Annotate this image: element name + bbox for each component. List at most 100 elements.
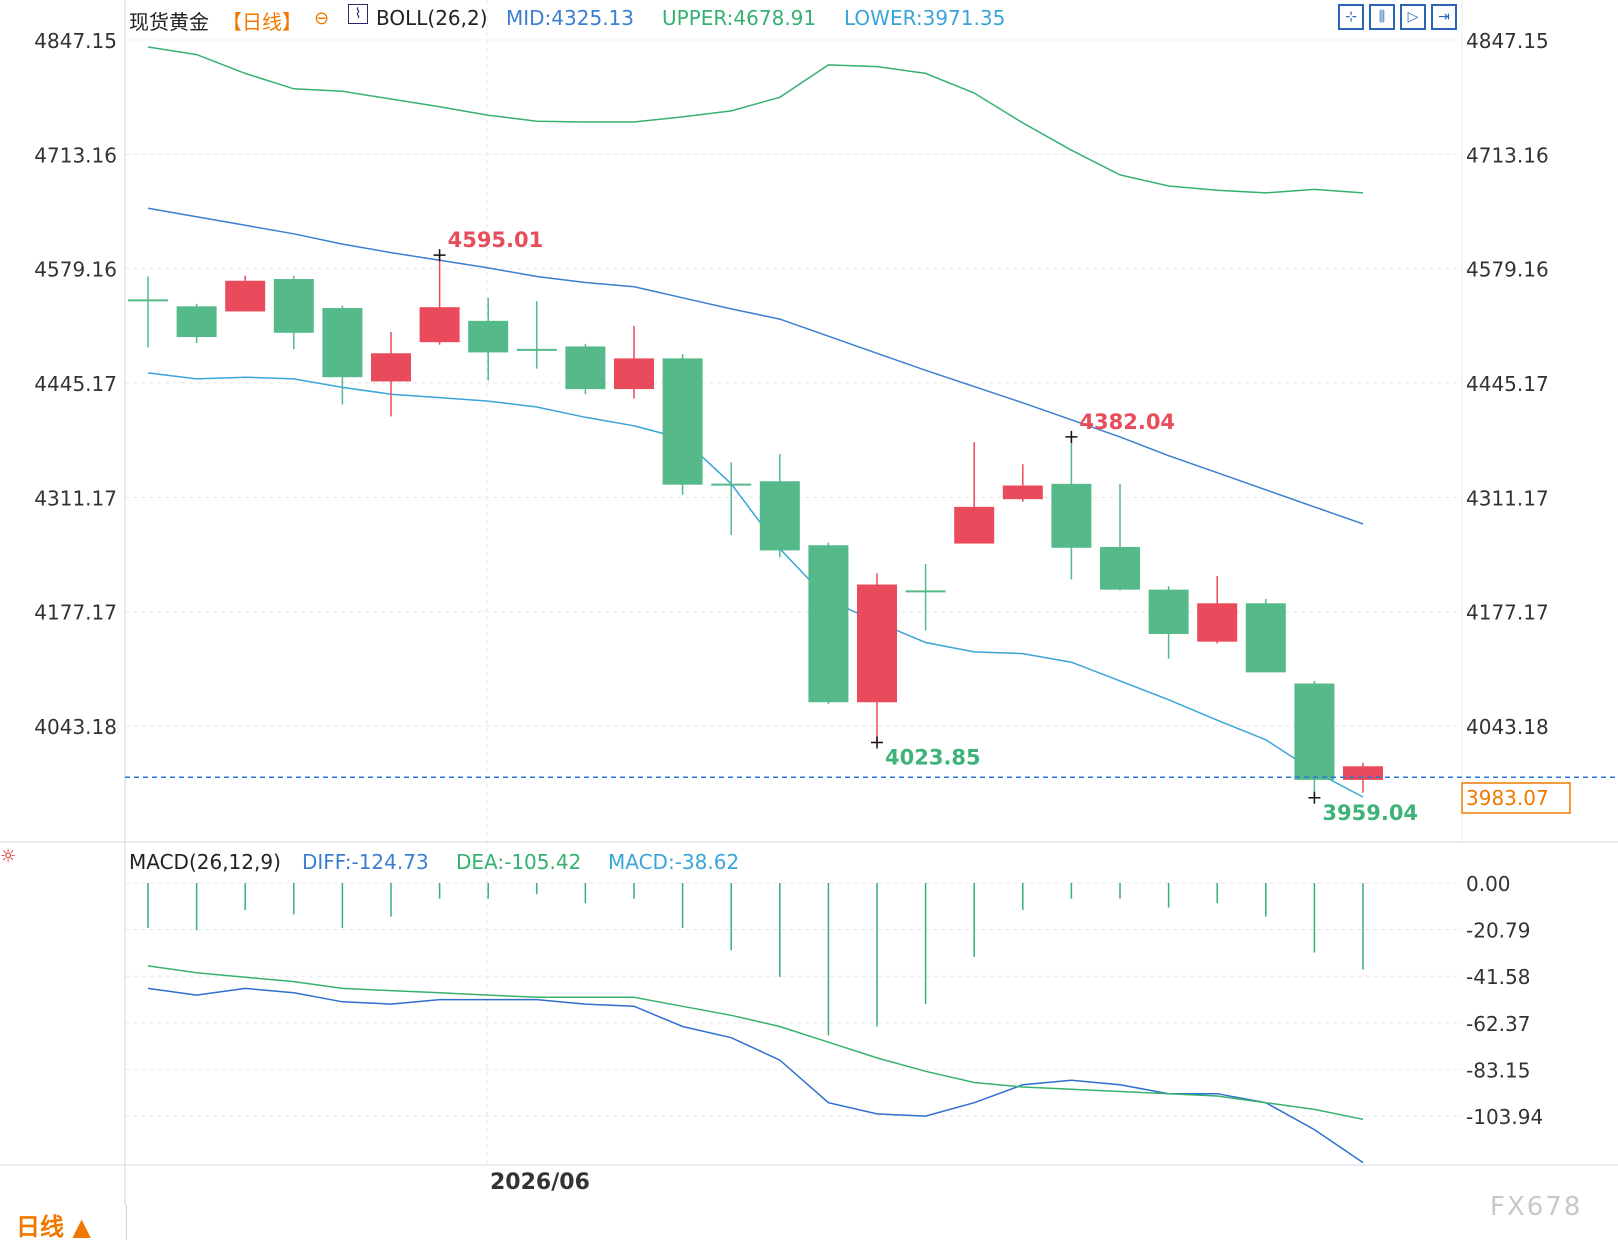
y-tick-label-left: 4177.17	[34, 601, 117, 625]
candle	[1245, 599, 1286, 673]
y-tick-label-right: 4713.16	[1466, 143, 1549, 167]
candle-body	[614, 358, 654, 390]
candle	[371, 331, 411, 417]
candle-body	[1197, 603, 1238, 642]
candle	[225, 275, 266, 312]
candle	[1100, 483, 1140, 591]
diff-value: DIFF:-124.73	[302, 850, 429, 874]
y-tick-label-right: 4311.17	[1466, 486, 1549, 510]
low-price-label: 3959.04	[1322, 801, 1418, 825]
candle	[1294, 680, 1335, 798]
candle-body	[662, 358, 703, 485]
candle-body	[322, 308, 363, 378]
y-tick-label-left: 4445.17	[34, 372, 117, 396]
candle	[662, 354, 703, 495]
extreme-marker	[1065, 430, 1078, 443]
candle	[808, 542, 849, 704]
macd-y-tick-label: 0.00	[1466, 872, 1511, 896]
upper-value: UPPER:4678.91	[662, 6, 817, 30]
candle-body	[419, 307, 460, 343]
circle-minus-icon[interactable]: ⊖	[314, 8, 330, 29]
settings-target-icon[interactable]: ☼	[0, 846, 17, 867]
candle-body	[759, 481, 800, 551]
high-price-label: 4595.01	[448, 228, 544, 252]
y-tick-label-left: 4043.18	[34, 715, 117, 739]
play-icon[interactable]: ▷	[1400, 4, 1426, 30]
y-tick-label-left: 4713.16	[34, 143, 117, 167]
candle-body	[273, 279, 314, 333]
instrument-name: 现货黄金	[129, 10, 209, 34]
period-selector[interactable]: 日线 ▲	[16, 1213, 91, 1241]
lower-value: LOWER:3971.35	[844, 6, 1006, 30]
candle	[516, 301, 557, 369]
boll-upper-line	[147, 46, 1364, 194]
macd-y-tick-label: -20.79	[1466, 919, 1530, 943]
macd-y-tick-label: -103.94	[1466, 1105, 1543, 1129]
y-tick-label-right: 4445.17	[1466, 372, 1549, 396]
indicator-name: BOLL(26,2)	[376, 6, 488, 30]
boll-lower-line	[147, 372, 1364, 798]
candle-body	[857, 584, 897, 703]
candle	[614, 325, 654, 399]
candle-body	[565, 346, 606, 390]
candle	[711, 462, 752, 536]
candle-body	[1051, 483, 1092, 548]
candle	[322, 305, 363, 405]
macd-value: MACD:-38.62	[608, 850, 740, 874]
jump-right-icon[interactable]: ⇥	[1431, 4, 1457, 30]
candle-body	[468, 320, 509, 353]
y-tick-label-left: 4847.15	[34, 29, 117, 53]
candle	[565, 343, 606, 395]
y-tick-label-right: 4847.15	[1466, 29, 1549, 53]
candle	[176, 303, 217, 344]
candle	[954, 442, 995, 544]
dea-value: DEA:-105.42	[456, 850, 582, 874]
candle	[419, 255, 460, 345]
candle-body	[1148, 589, 1189, 635]
macd-y-tick-label: -62.37	[1466, 1012, 1530, 1036]
mid-value: MID:4325.13	[506, 6, 634, 30]
candle	[1051, 436, 1092, 580]
candle	[468, 297, 509, 381]
indicator-chart-icon[interactable]: ⌇	[348, 4, 368, 24]
low-price-label: 4023.85	[885, 745, 981, 769]
candle-style-icon[interactable]: ⫼	[1369, 4, 1395, 30]
crosshair-icon[interactable]: ⊹	[1338, 4, 1364, 30]
y-tick-label-left: 4579.16	[34, 258, 117, 282]
candle	[1197, 575, 1238, 644]
macd-y-tick-label: -41.58	[1466, 965, 1530, 989]
macd-y-tick-label: -83.15	[1466, 1058, 1530, 1082]
x-axis-date-label: 2026/06	[490, 1170, 590, 1195]
candle-body	[371, 353, 411, 382]
candle	[857, 573, 897, 743]
extreme-marker	[1308, 791, 1321, 804]
y-tick-label-right: 4177.17	[1466, 601, 1549, 625]
candle	[905, 564, 946, 631]
candle	[1002, 464, 1043, 502]
y-tick-label-right: 4579.16	[1466, 258, 1549, 282]
candle-body	[1343, 766, 1383, 780]
y-tick-label-right: 4043.18	[1466, 715, 1549, 739]
macd-name: MACD(26,12,9)	[129, 850, 281, 874]
last-price-box	[1461, 782, 1571, 814]
period-selector-box	[0, 1205, 127, 1240]
extreme-marker	[433, 249, 446, 262]
last-price-label: 3983.07	[1466, 786, 1549, 810]
y-tick-label-left: 4311.17	[34, 486, 117, 510]
high-price-label: 4382.04	[1079, 410, 1175, 434]
candle-body	[1100, 546, 1140, 590]
macd-dea-line	[147, 965, 1364, 1121]
boll-mid-line	[147, 207, 1364, 525]
period-tag[interactable]: 【日线】	[222, 10, 302, 34]
macd-diff-line	[147, 987, 1364, 1164]
candle-body	[1294, 683, 1335, 780]
candle-body	[1002, 485, 1043, 500]
candle	[273, 275, 314, 350]
candle-body	[954, 506, 995, 544]
candle-body	[225, 280, 266, 312]
candle-body	[1245, 603, 1286, 673]
candle-body	[808, 545, 849, 703]
candle	[759, 453, 800, 558]
